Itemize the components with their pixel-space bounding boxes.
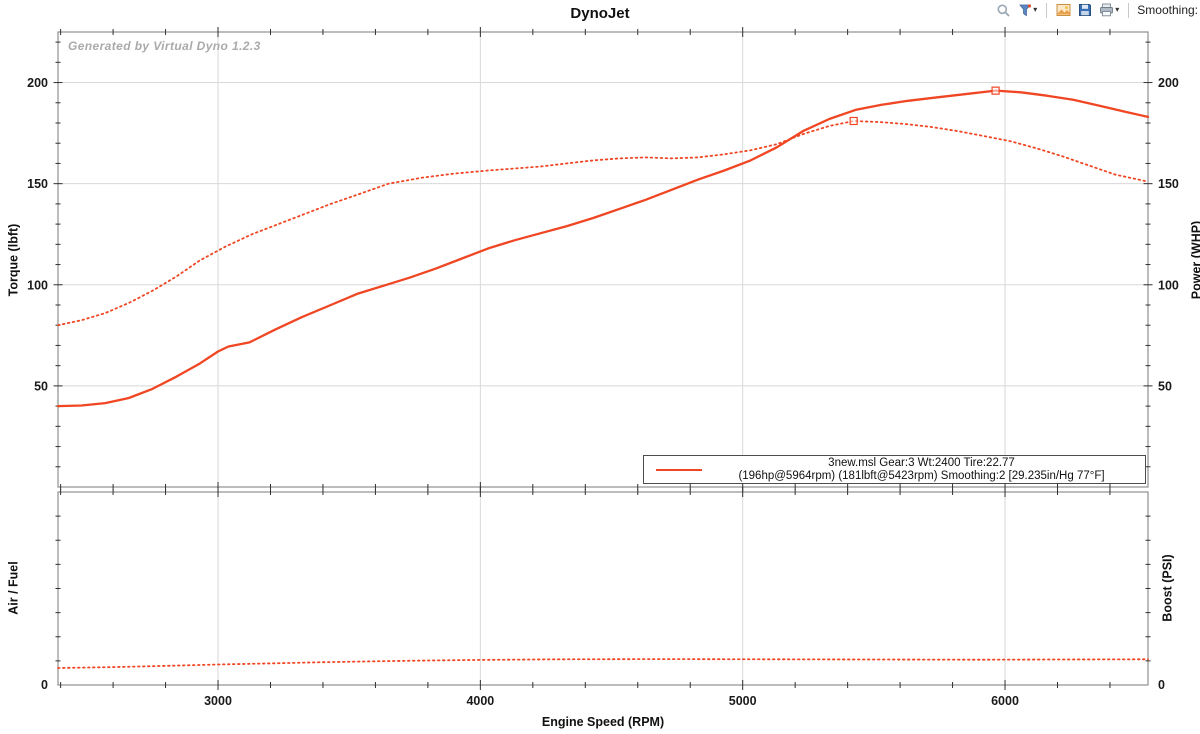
printer-icon bbox=[1100, 3, 1114, 17]
page-title: DynoJet bbox=[570, 5, 630, 22]
legend-peaks-info: (196hp@5964rpm) (181lbft@5423rpm) Smooth… bbox=[738, 469, 1105, 482]
magnifier-icon bbox=[997, 4, 1010, 17]
power-axis-label: Power (WHP) bbox=[1189, 220, 1200, 300]
watermark-text: Generated by Virtual Dyno 1.2.3 bbox=[68, 39, 261, 53]
x-tick-label: 6000 bbox=[991, 694, 1019, 708]
y-tick-label-left: 50 bbox=[34, 379, 48, 393]
x-tick-label: 5000 bbox=[729, 694, 757, 708]
image-icon bbox=[1056, 4, 1071, 16]
funnel-icon bbox=[1019, 3, 1032, 16]
x-tick-label: 3000 bbox=[204, 694, 232, 708]
chevron-down-icon: ▾ bbox=[1033, 5, 1038, 14]
print-button[interactable]: ▾ bbox=[1098, 2, 1120, 18]
torque_lbft-peak-marker bbox=[849, 116, 858, 126]
y-tick-label-left: 200 bbox=[27, 76, 48, 90]
smoothing-label: Smoothing: bbox=[1137, 3, 1198, 17]
y-tick-label-right: 200 bbox=[1158, 76, 1179, 90]
x-tick-label: 4000 bbox=[466, 694, 494, 708]
zero-label-left: 0 bbox=[41, 678, 48, 692]
air-fuel-axis-label: Air / Fuel bbox=[6, 561, 21, 615]
boost_trace-curve bbox=[57, 658, 1149, 669]
floppy-disk-icon bbox=[1079, 4, 1092, 16]
y-tick-label-right: 100 bbox=[1158, 278, 1179, 292]
y-tick-label-left: 100 bbox=[27, 278, 48, 292]
y-tick-label-right: 150 bbox=[1158, 177, 1179, 191]
plot-border bbox=[57, 31, 1149, 488]
toolbar-separator bbox=[1128, 2, 1130, 18]
legend-line-sample bbox=[656, 468, 702, 471]
plot-border bbox=[57, 491, 1149, 686]
save-button[interactable] bbox=[1077, 2, 1093, 18]
y-tick-label-right: 50 bbox=[1158, 379, 1172, 393]
torque_lbft-curve bbox=[57, 120, 1149, 327]
torque-axis-label: Torque (lbft) bbox=[6, 223, 21, 297]
chevron-down-icon: ▾ bbox=[1115, 5, 1120, 14]
zero-label-right: 0 bbox=[1158, 678, 1165, 692]
power_whp-peak-marker bbox=[991, 86, 1000, 95]
zoom-button[interactable] bbox=[995, 2, 1012, 19]
legend-run-info: 3new.msl Gear:3 Wt:2400 Tire:22.77 bbox=[828, 456, 1015, 469]
x-axis-label: Engine Speed (RPM) bbox=[541, 715, 665, 729]
chart-toolbar: ▾ ▾ Smoothing: bbox=[995, 0, 1200, 20]
copy-image-button[interactable] bbox=[1055, 2, 1072, 18]
toolbar-separator bbox=[1046, 2, 1048, 18]
legend-box: 3new.msl Gear:3 Wt:2400 Tire:22.77 (196h… bbox=[643, 455, 1146, 484]
boost-axis-label: Boost (PSI) bbox=[1160, 554, 1175, 622]
power_whp-curve bbox=[56, 89, 1150, 408]
y-tick-label-left: 150 bbox=[27, 177, 48, 191]
filter-options-button[interactable]: ▾ bbox=[1017, 2, 1038, 19]
